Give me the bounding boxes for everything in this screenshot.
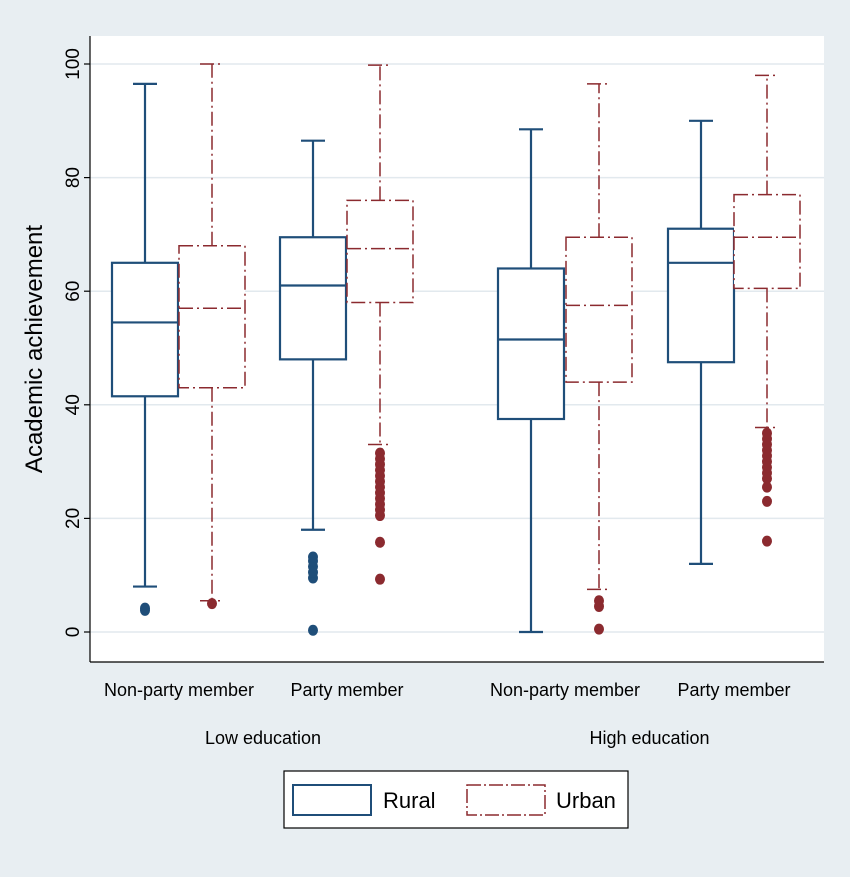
x-group-label: Low education [205,728,321,748]
legend-label-urban: Urban [556,788,616,813]
iqr-box [110,261,180,398]
y-tick-label: 100 [63,48,84,80]
iqr-box [666,227,736,364]
y-axis-ticks: 0 20 40 60 80 100 [63,48,90,637]
x-category-label: Party member [677,680,790,700]
outlier-point [375,536,385,548]
iqr-box [496,267,566,421]
outlier-point [375,573,385,585]
box-urban-high-education-party-member [733,74,801,547]
y-tick-label: 80 [63,167,84,188]
outlier-point [207,598,217,610]
iqr-box [346,199,414,304]
x-group-label: High education [589,728,709,748]
outlier-point [308,624,318,636]
outlier-point [375,447,385,459]
outlier-point [762,535,772,547]
box-rural-low-education-non-party-member [110,82,180,616]
outlier-point [762,495,772,507]
legend: Rural Urban [283,770,629,829]
outlier-point [762,481,772,493]
y-tick-label: 60 [63,281,84,302]
y-tick-label: 20 [63,508,84,529]
y-axis-label: Academic achievement [21,225,48,473]
outlier-point [308,551,318,563]
legend-label-rural: Rural [383,788,436,813]
box-rural-high-education-party-member [666,119,736,565]
legend-swatch-rural [292,784,372,816]
box-urban-low-education-party-member [346,64,414,585]
x-axis-labels: Non-party member Party member Low educatio… [104,680,791,748]
outlier-point [762,427,772,439]
x-category-label: Non-party member [104,680,254,700]
y-tick-label: 0 [63,627,84,638]
box-rural-low-education-party-member [278,139,348,636]
outlier-point [594,623,604,635]
box-urban-high-education-non-party-member [565,83,633,635]
x-category-label: Party member [290,680,403,700]
iqr-box [565,236,633,383]
outlier-point [140,602,150,614]
x-category-label: Non-party member [490,680,640,700]
box-urban-low-education-non-party-member [178,63,246,610]
outlier-point [594,595,604,607]
box-rural-high-education-non-party-member [496,128,566,634]
iqr-box [733,193,801,290]
iqr-box [278,236,348,361]
legend-swatch-urban [466,784,546,816]
box-series [110,63,801,636]
y-tick-label: 40 [63,394,84,415]
iqr-box [178,245,246,389]
